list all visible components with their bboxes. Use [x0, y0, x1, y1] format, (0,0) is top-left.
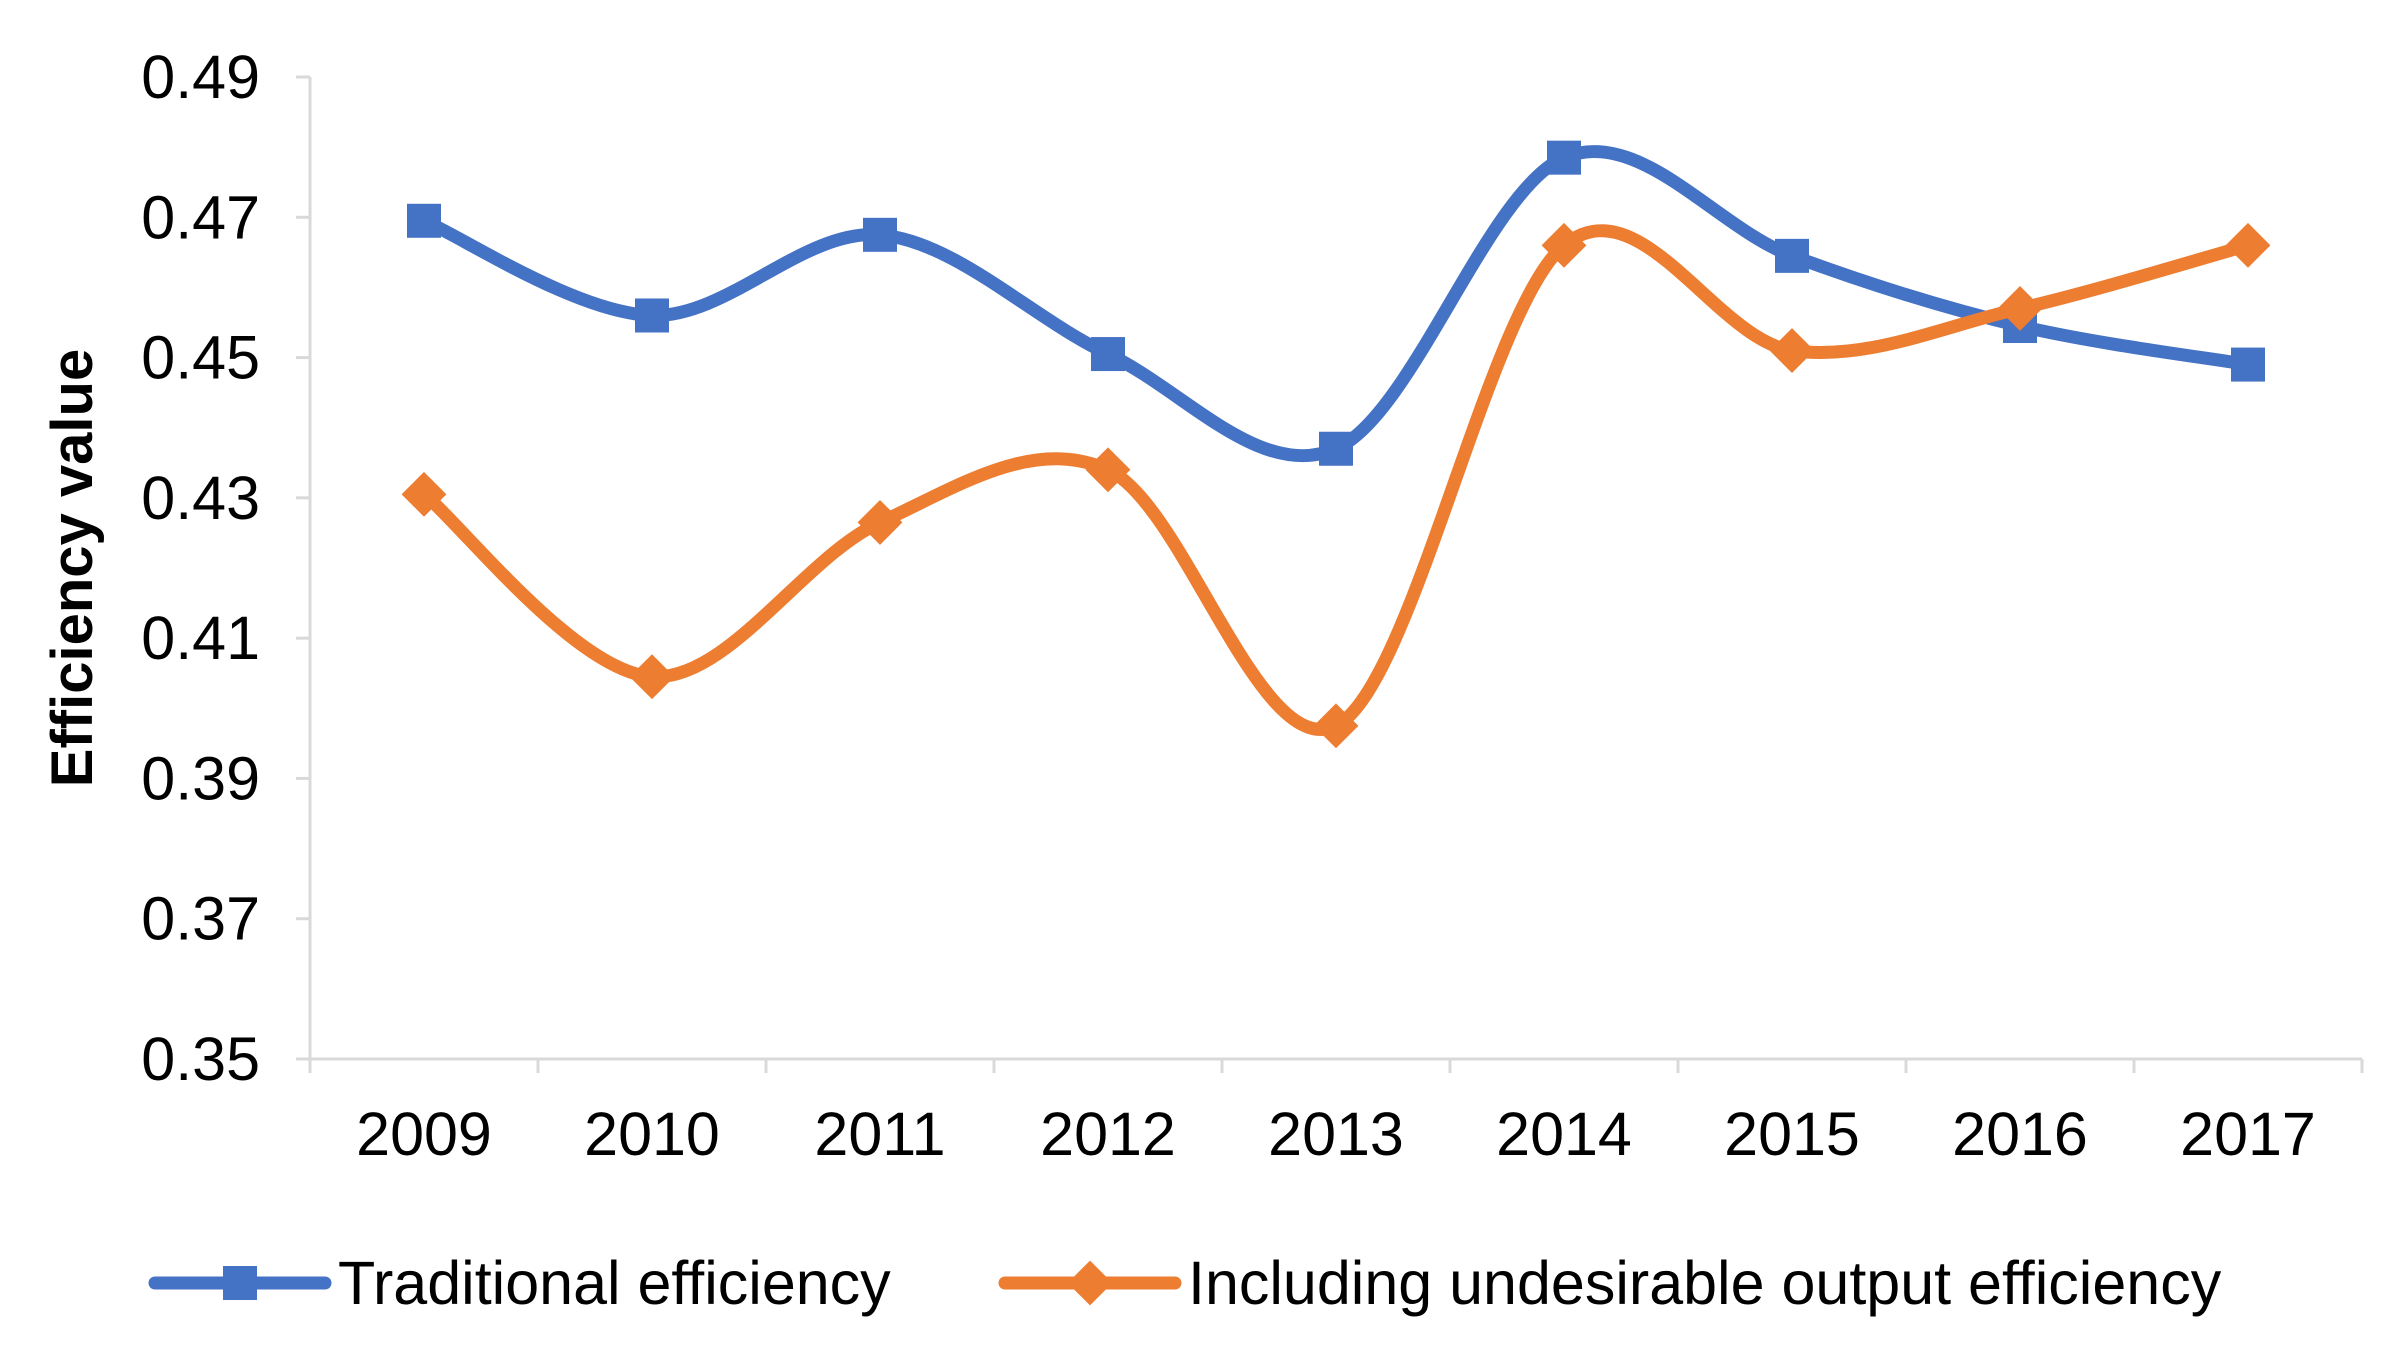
y-axis-title: Efficiency value [40, 349, 105, 787]
x-tick-label: 2014 [1496, 1100, 1632, 1168]
legend-swatch-marker [223, 1266, 257, 1300]
y-tick-label: 0.47 [141, 183, 260, 251]
series-1-point [635, 298, 669, 333]
legend-swatch-marker [1067, 1260, 1113, 1306]
y-tick-label: 0.35 [141, 1025, 260, 1093]
x-tick-label: 2010 [584, 1100, 720, 1168]
series-2-point [2225, 222, 2271, 268]
axes-layer [296, 75, 2364, 1073]
x-tick-label: 2011 [814, 1100, 945, 1168]
series-layer [401, 140, 2271, 749]
series-1-point [863, 217, 897, 252]
series-2-point [1541, 222, 1587, 268]
x-tick-labels: 2009 2010 2011 2012 2013 2014 2015 2016 2017 [356, 1100, 2316, 1168]
series-2-point [1769, 328, 1815, 373]
legend-label: Including undesirable output efficiency [1188, 1249, 2222, 1317]
x-tick-label: 2009 [356, 1100, 492, 1168]
series-2-point [1085, 447, 1131, 493]
x-tick-label: 2017 [2180, 1100, 2316, 1168]
y-axis-title-layer: Efficiency value [40, 349, 105, 787]
series-2-point [1313, 703, 1359, 749]
legend-label: Traditional efficiency [338, 1249, 891, 1317]
x-tick-label: 2016 [1952, 1100, 2088, 1168]
y-tick-label: 0.41 [141, 604, 260, 672]
series-1-point [407, 203, 441, 238]
y-tick-label: 0.37 [141, 885, 260, 953]
y-tick-label: 0.39 [141, 744, 260, 812]
series-2-point [857, 499, 903, 545]
series-1-point [1547, 140, 1581, 175]
y-tick-label: 0.43 [141, 464, 260, 532]
series-1-point [1091, 337, 1125, 372]
series-2 [401, 222, 2271, 749]
series-1 [407, 140, 2265, 466]
series-2-point [629, 654, 675, 700]
series-1-point [1775, 238, 1809, 273]
series-2-point [401, 471, 447, 517]
legend: Traditional efficiency Including undesira… [148, 1249, 2222, 1317]
x-tick-label: 2013 [1268, 1100, 1404, 1168]
legend-item-1: Traditional efficiency [148, 1249, 891, 1317]
y-tick-labels: 0.35 0.37 0.39 0.41 0.43 0.45 0.47 0.49 [141, 43, 260, 1093]
y-tick-label: 0.49 [141, 43, 260, 111]
x-tick-label: 2015 [1724, 1100, 1860, 1168]
series-1-point [1319, 431, 1353, 466]
legend-item-2: Including undesirable output efficiency [998, 1249, 2222, 1317]
y-tick-label: 0.45 [141, 324, 260, 392]
x-tick-label: 2012 [1040, 1100, 1176, 1168]
series-1-line [417, 145, 2255, 462]
series-2-point [1997, 286, 2043, 331]
series-1-point [2231, 347, 2265, 382]
